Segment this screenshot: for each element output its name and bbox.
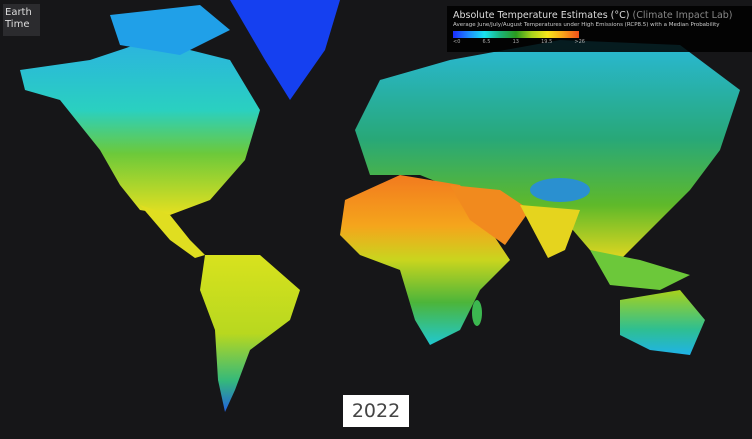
year-label: 2022 (343, 395, 409, 427)
legend-tick: 19.5 (541, 39, 553, 45)
legend-tick: <0 (453, 39, 461, 45)
greenland (230, 0, 340, 100)
madagascar (472, 300, 482, 326)
europe-asia (355, 40, 740, 260)
legend-subtitle: Average June/July/August Temperatures un… (453, 22, 720, 28)
legend-source: (Climate Impact Lab) (632, 10, 733, 21)
legend-tick: 13 (512, 39, 519, 45)
earth-time-logo: Earth Time (3, 4, 40, 36)
south-america (200, 255, 300, 412)
africa (340, 175, 510, 345)
legend-color-bar (453, 31, 579, 38)
southeast-asia-islands (590, 250, 690, 290)
legend-title: Absolute Temperature Estimates (°C) (453, 10, 630, 21)
legend-title-row: Absolute Temperature Estimates (°C) (Cli… (453, 10, 746, 21)
tibet-plateau (530, 178, 590, 202)
legend-tick: 6.5 (482, 39, 491, 45)
legend: Absolute Temperature Estimates (°C) (Cli… (447, 6, 752, 52)
australia (620, 290, 705, 355)
legend-tick: >26 (574, 39, 585, 45)
arabia (450, 185, 530, 245)
legend-ticks: <0 6.5 13 19.5 >26 (453, 39, 585, 45)
logo-line-1: Earth (5, 7, 32, 18)
arctic-islands (110, 5, 230, 55)
india (520, 205, 580, 258)
logo-line-2: Time (5, 19, 30, 30)
north-america (20, 40, 260, 215)
central-america (140, 205, 205, 258)
